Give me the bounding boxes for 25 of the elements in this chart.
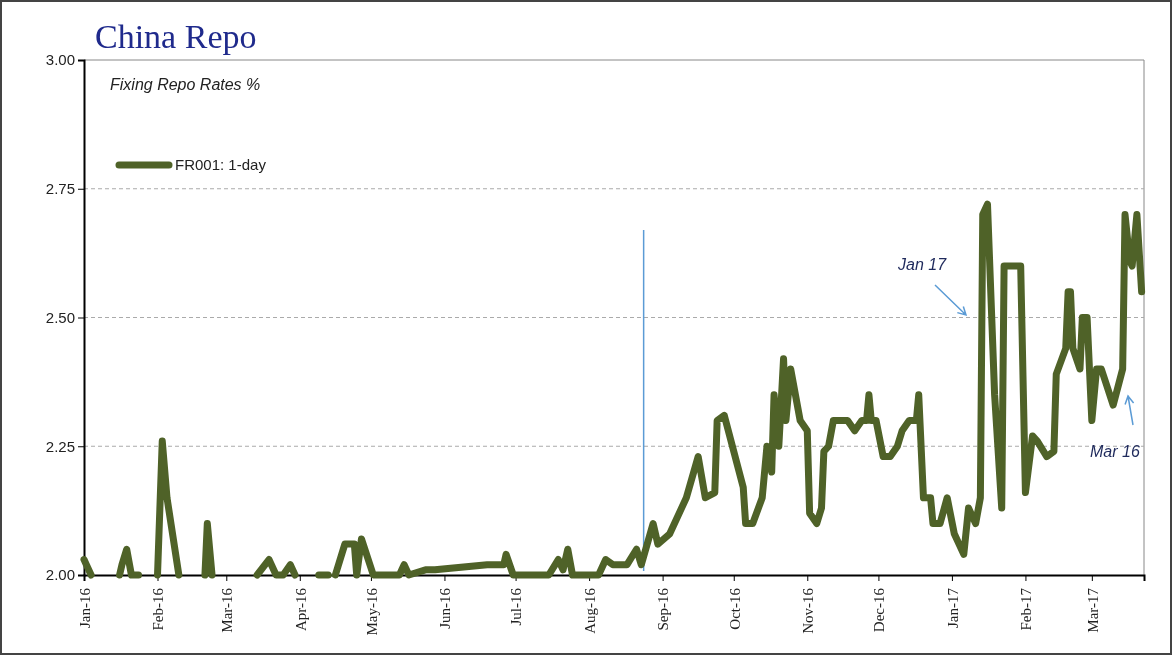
text: Fixing Repo Rates % [110,76,261,93]
x-tick-label: Oct-16 [726,587,743,630]
y-tick-label: 2.00 [45,566,75,584]
x-tick-label: Apr-16 [292,587,309,632]
annotation: Jan 17 [897,256,948,273]
x-tick-label: Jul-16 [508,587,525,626]
x-tick-label: Dec-16 [871,587,888,633]
chart-title: China Repo [95,18,257,55]
y-tick-label: 3.00 [45,51,75,69]
x-tick-label: Jan-16 [76,587,93,628]
x-tick-label: Feb-16 [150,587,167,631]
x-tick-label: Mar-17 [1084,587,1101,633]
x-tick-label: Mar-16 [219,587,236,633]
annotation: Mar 16 [1090,443,1140,460]
legend-label: FR001: 1-day [175,156,267,173]
x-tick-label: May-16 [363,587,380,636]
x-tick-label: Jan-17 [944,587,961,628]
y-tick-label: 2.50 [45,308,75,326]
y-tick-label: 2.75 [45,180,75,198]
x-tick-label: Sep-16 [655,587,672,631]
x-tick-label: Feb-17 [1018,587,1035,631]
y-tick-label: 2.25 [45,437,75,455]
x-tick-label: Jun-16 [437,587,454,629]
x-tick-label: Aug-16 [581,587,598,634]
x-tick-label: Nov-16 [800,587,817,634]
